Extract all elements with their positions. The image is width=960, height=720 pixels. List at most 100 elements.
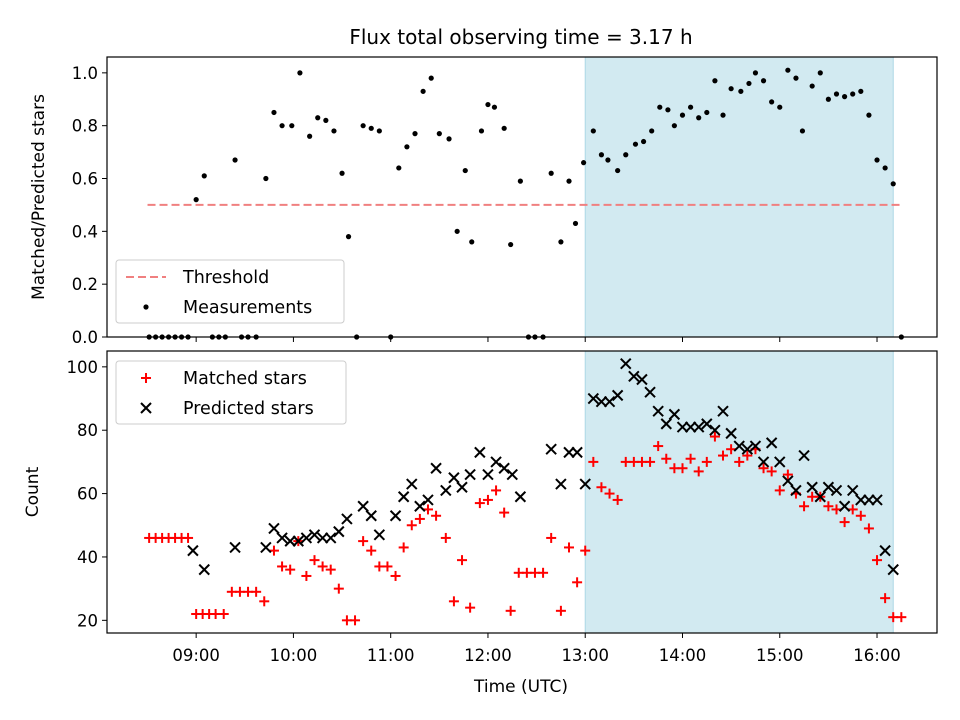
data-point: [358, 536, 369, 547]
data-point: [406, 478, 418, 490]
data-point-b: [863, 494, 875, 506]
data-point: [841, 94, 848, 100]
data-point-b: [838, 500, 851, 512]
data-point: [368, 125, 374, 131]
data-point: [465, 602, 476, 613]
data-point: [595, 395, 608, 408]
legend-marker: [143, 304, 149, 310]
data-point: [564, 542, 575, 553]
data-point: [307, 133, 313, 139]
data-point: [628, 370, 640, 383]
series-matched-stars: [144, 431, 907, 626]
data-point: [440, 532, 451, 543]
data-point: [218, 608, 229, 619]
data-point: [263, 175, 269, 182]
plot-frame: [106, 56, 938, 338]
data-point: [474, 498, 485, 509]
data-point: [603, 395, 616, 408]
data-point: [687, 104, 694, 110]
data-point-b: [474, 446, 486, 459]
data-point-b: [276, 532, 288, 544]
data-point: [752, 70, 759, 76]
data-point: [474, 446, 486, 459]
data-point: [404, 144, 410, 150]
data-point-b: [579, 478, 591, 490]
data-point: [571, 446, 583, 459]
data-point-b: [514, 491, 527, 503]
data-point: [598, 152, 605, 158]
data-point: [422, 494, 434, 506]
data-point: [251, 586, 262, 597]
legend-box: [115, 360, 347, 425]
data-point: [506, 468, 518, 481]
data-point-b: [464, 468, 476, 481]
data-point: [693, 466, 704, 477]
data-point: [847, 504, 858, 515]
data-point: [555, 478, 567, 490]
data-point: [793, 75, 799, 81]
data-point: [887, 563, 899, 576]
data-point: [684, 421, 697, 433]
data-point: [485, 101, 491, 108]
data-point: [765, 437, 778, 449]
data-point: [718, 450, 729, 461]
x-tick-label: 11:00: [367, 646, 415, 665]
data-point: [728, 86, 734, 92]
data-point: [734, 456, 745, 467]
y-tick-label: 0.6: [72, 170, 98, 189]
data-point: [373, 529, 386, 541]
data-point-b: [668, 408, 681, 421]
data-point-b: [406, 478, 418, 490]
data-point: [605, 157, 611, 163]
data-point: [382, 561, 393, 572]
data-point: [588, 456, 599, 467]
data-point: [454, 228, 460, 234]
data-point: [546, 532, 557, 543]
data-point: [880, 593, 891, 604]
data-point: [738, 88, 744, 94]
y-tick-label: 1.0: [72, 64, 98, 83]
data-point: [839, 517, 850, 528]
data-point-b: [571, 446, 583, 459]
data-point-b: [855, 494, 867, 506]
legend-marker-b: [140, 402, 152, 414]
data-point: [579, 478, 591, 490]
data-point-b: [260, 541, 272, 554]
data-point: [644, 386, 656, 398]
data-point: [612, 494, 623, 505]
data-point: [317, 561, 328, 572]
data-point-b: [733, 440, 745, 452]
data-point-b: [798, 449, 810, 462]
y-tick-label: 100: [67, 358, 99, 377]
data-point: [758, 463, 769, 474]
data-point-b: [422, 494, 434, 506]
data-point: [389, 510, 402, 522]
data-point: [709, 431, 720, 442]
data-point: [431, 510, 442, 521]
data-point-b: [595, 395, 608, 408]
y-tick-label: 80: [77, 421, 98, 440]
y-tick-label: 0.0: [72, 328, 98, 347]
data-point: [462, 167, 468, 174]
data-point-b: [482, 468, 494, 481]
data-point: [464, 468, 476, 481]
data-point: [292, 535, 304, 547]
data-point: [817, 70, 823, 76]
data-point: [498, 462, 510, 474]
data-point: [414, 513, 425, 524]
data-point: [308, 529, 321, 541]
data-point: [284, 535, 296, 547]
data-point-b: [545, 443, 557, 455]
data-point-b: [660, 418, 672, 430]
series-measurements: [146, 67, 904, 340]
data-point: [350, 615, 361, 626]
data-point: [846, 484, 859, 497]
x-tick-label: 10:00: [270, 646, 318, 665]
data-point: [620, 357, 632, 370]
data-point: [676, 421, 689, 433]
data-point: [260, 541, 272, 554]
data-point: [799, 128, 806, 134]
data-point: [833, 91, 840, 97]
data-point: [825, 96, 831, 102]
data-point: [774, 485, 785, 496]
